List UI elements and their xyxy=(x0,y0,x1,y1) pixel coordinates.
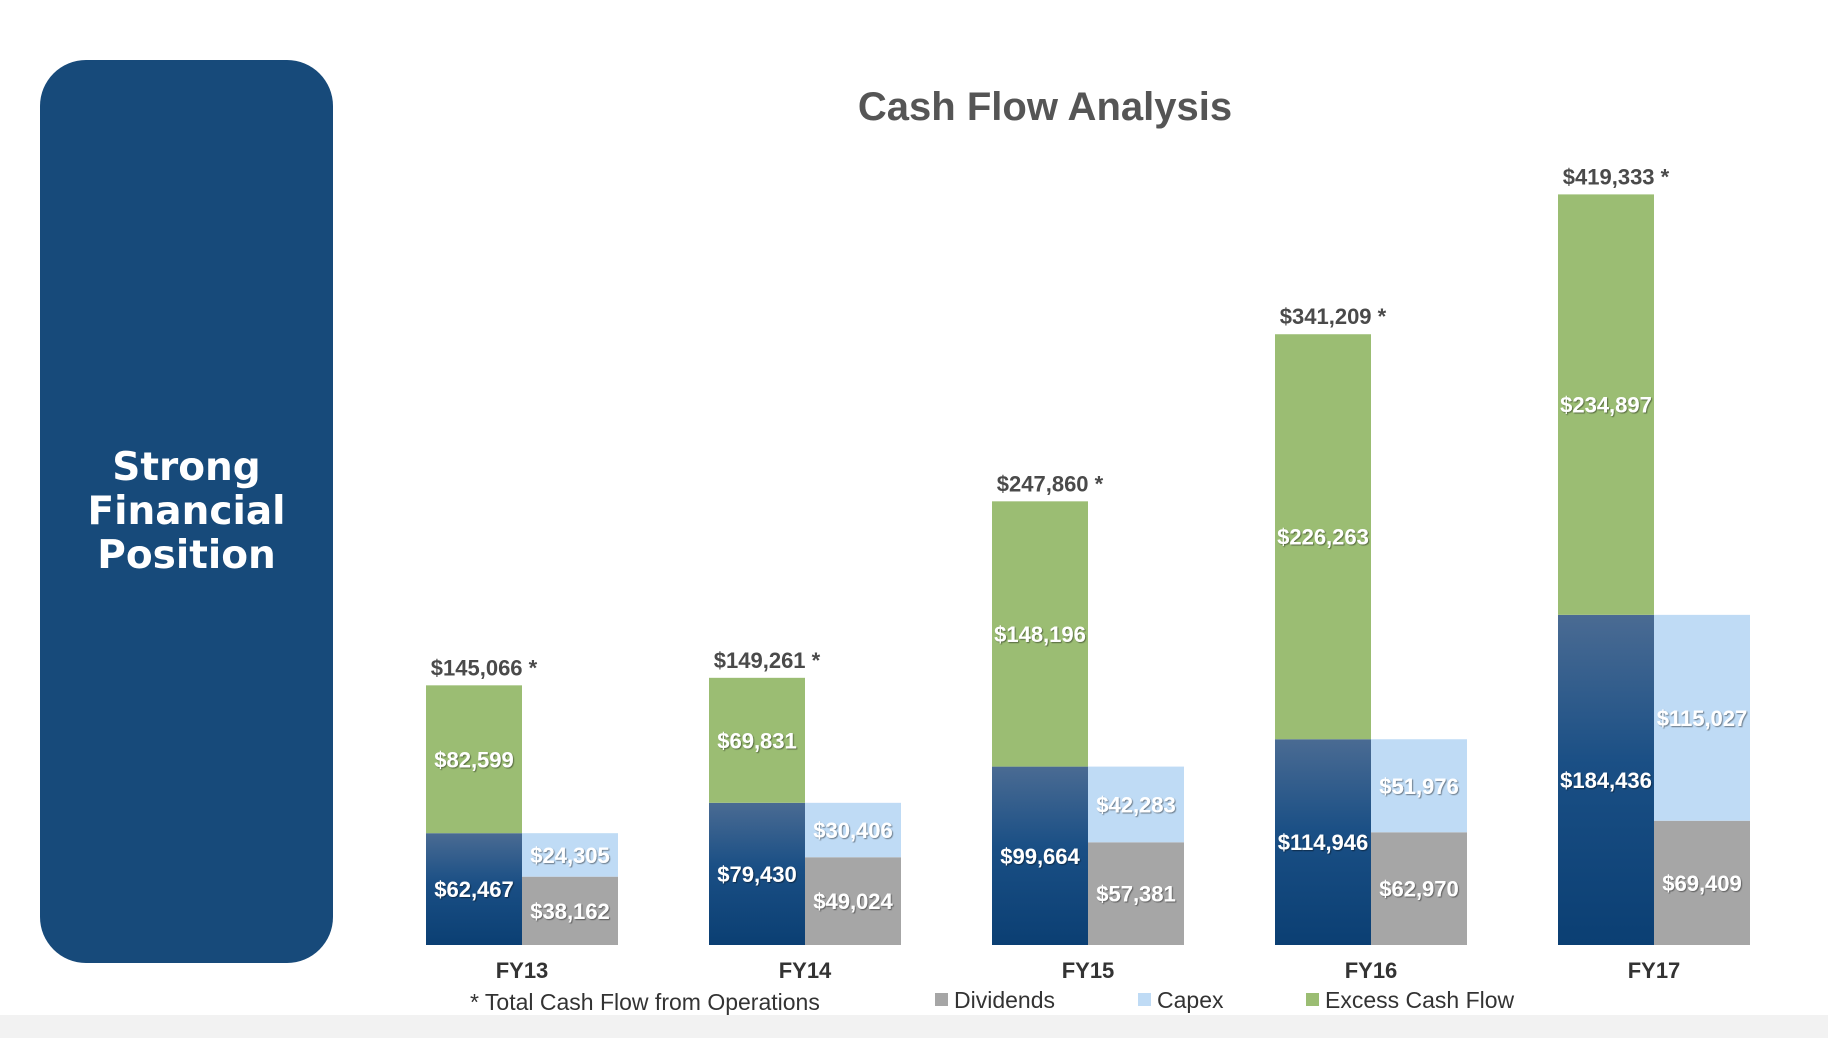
chart-title: Cash Flow Analysis xyxy=(858,85,1232,129)
bar-segment xyxy=(522,876,618,945)
data-label: $62,467 xyxy=(434,877,514,902)
data-label: $69,409 xyxy=(1662,871,1742,896)
data-label: $69,831 xyxy=(717,728,797,753)
data-label: $57,381 xyxy=(1096,882,1176,907)
bar-segment xyxy=(426,685,522,834)
data-label: $114,946 xyxy=(1278,830,1369,855)
data-label: $30,406 xyxy=(813,818,893,843)
bar-segment xyxy=(1654,614,1750,821)
bar-segment xyxy=(426,833,522,945)
data-label: $42,283 xyxy=(1096,792,1176,817)
footnote: * Total Cash Flow from Operations xyxy=(470,989,820,1015)
legend-swatch xyxy=(935,993,948,1006)
data-label: $79,430 xyxy=(717,862,797,887)
legend-label: Excess Cash Flow xyxy=(1325,987,1515,1013)
data-label: $148,196 xyxy=(994,622,1086,647)
data-label: $115,027 xyxy=(1657,706,1748,731)
data-label: $62,970 xyxy=(1379,877,1459,902)
x-tick-label: FY15 xyxy=(1062,958,1115,983)
data-label: $184,436 xyxy=(1560,768,1652,793)
side-panel: Strong Financial Position xyxy=(40,60,333,963)
total-label: $149,261 * xyxy=(714,648,821,673)
side-panel-text: Strong Financial Position xyxy=(87,444,286,578)
bar-segment xyxy=(1654,820,1750,945)
total-label: $247,860 * xyxy=(997,471,1104,496)
total-label: $419,333 * xyxy=(1563,164,1670,189)
bar-segment xyxy=(1371,739,1467,833)
legend-label: Capex xyxy=(1157,987,1224,1013)
data-label: $82,599 xyxy=(434,747,514,772)
bar-segment xyxy=(805,857,901,945)
x-tick-label: FY16 xyxy=(1345,958,1398,983)
bar-segment xyxy=(1088,842,1184,945)
footer-band xyxy=(0,1015,1828,1038)
data-label: $234,897 xyxy=(1560,393,1652,418)
legend-label: Dividends xyxy=(954,987,1055,1013)
x-tick-label: FY13 xyxy=(496,958,549,983)
bar-segment xyxy=(1558,194,1654,615)
bar-segment xyxy=(1558,614,1654,945)
data-label: $226,263 xyxy=(1277,525,1369,550)
bar-segment xyxy=(805,802,901,858)
legend-swatch xyxy=(1306,993,1319,1006)
bar-segment xyxy=(992,766,1088,945)
legend-swatch xyxy=(1138,993,1151,1006)
data-label: $49,024 xyxy=(813,889,893,914)
bar-segment xyxy=(1275,334,1371,740)
bar-segment xyxy=(709,802,805,945)
total-label: $145,066 * xyxy=(431,655,538,680)
data-label: $99,664 xyxy=(1000,844,1080,869)
bar-segment xyxy=(1275,739,1371,945)
data-label: $24,305 xyxy=(530,843,610,868)
data-label: $51,976 xyxy=(1379,774,1459,799)
data-label: $38,162 xyxy=(530,899,610,924)
total-label: $341,209 * xyxy=(1280,304,1387,329)
bar-segment xyxy=(522,833,618,877)
bar-segment xyxy=(992,501,1088,767)
x-tick-label: FY14 xyxy=(779,958,832,983)
bar-segment xyxy=(1371,832,1467,945)
bar-segment xyxy=(1088,766,1184,843)
x-tick-label: FY17 xyxy=(1628,958,1681,983)
bar-segment xyxy=(709,677,805,803)
